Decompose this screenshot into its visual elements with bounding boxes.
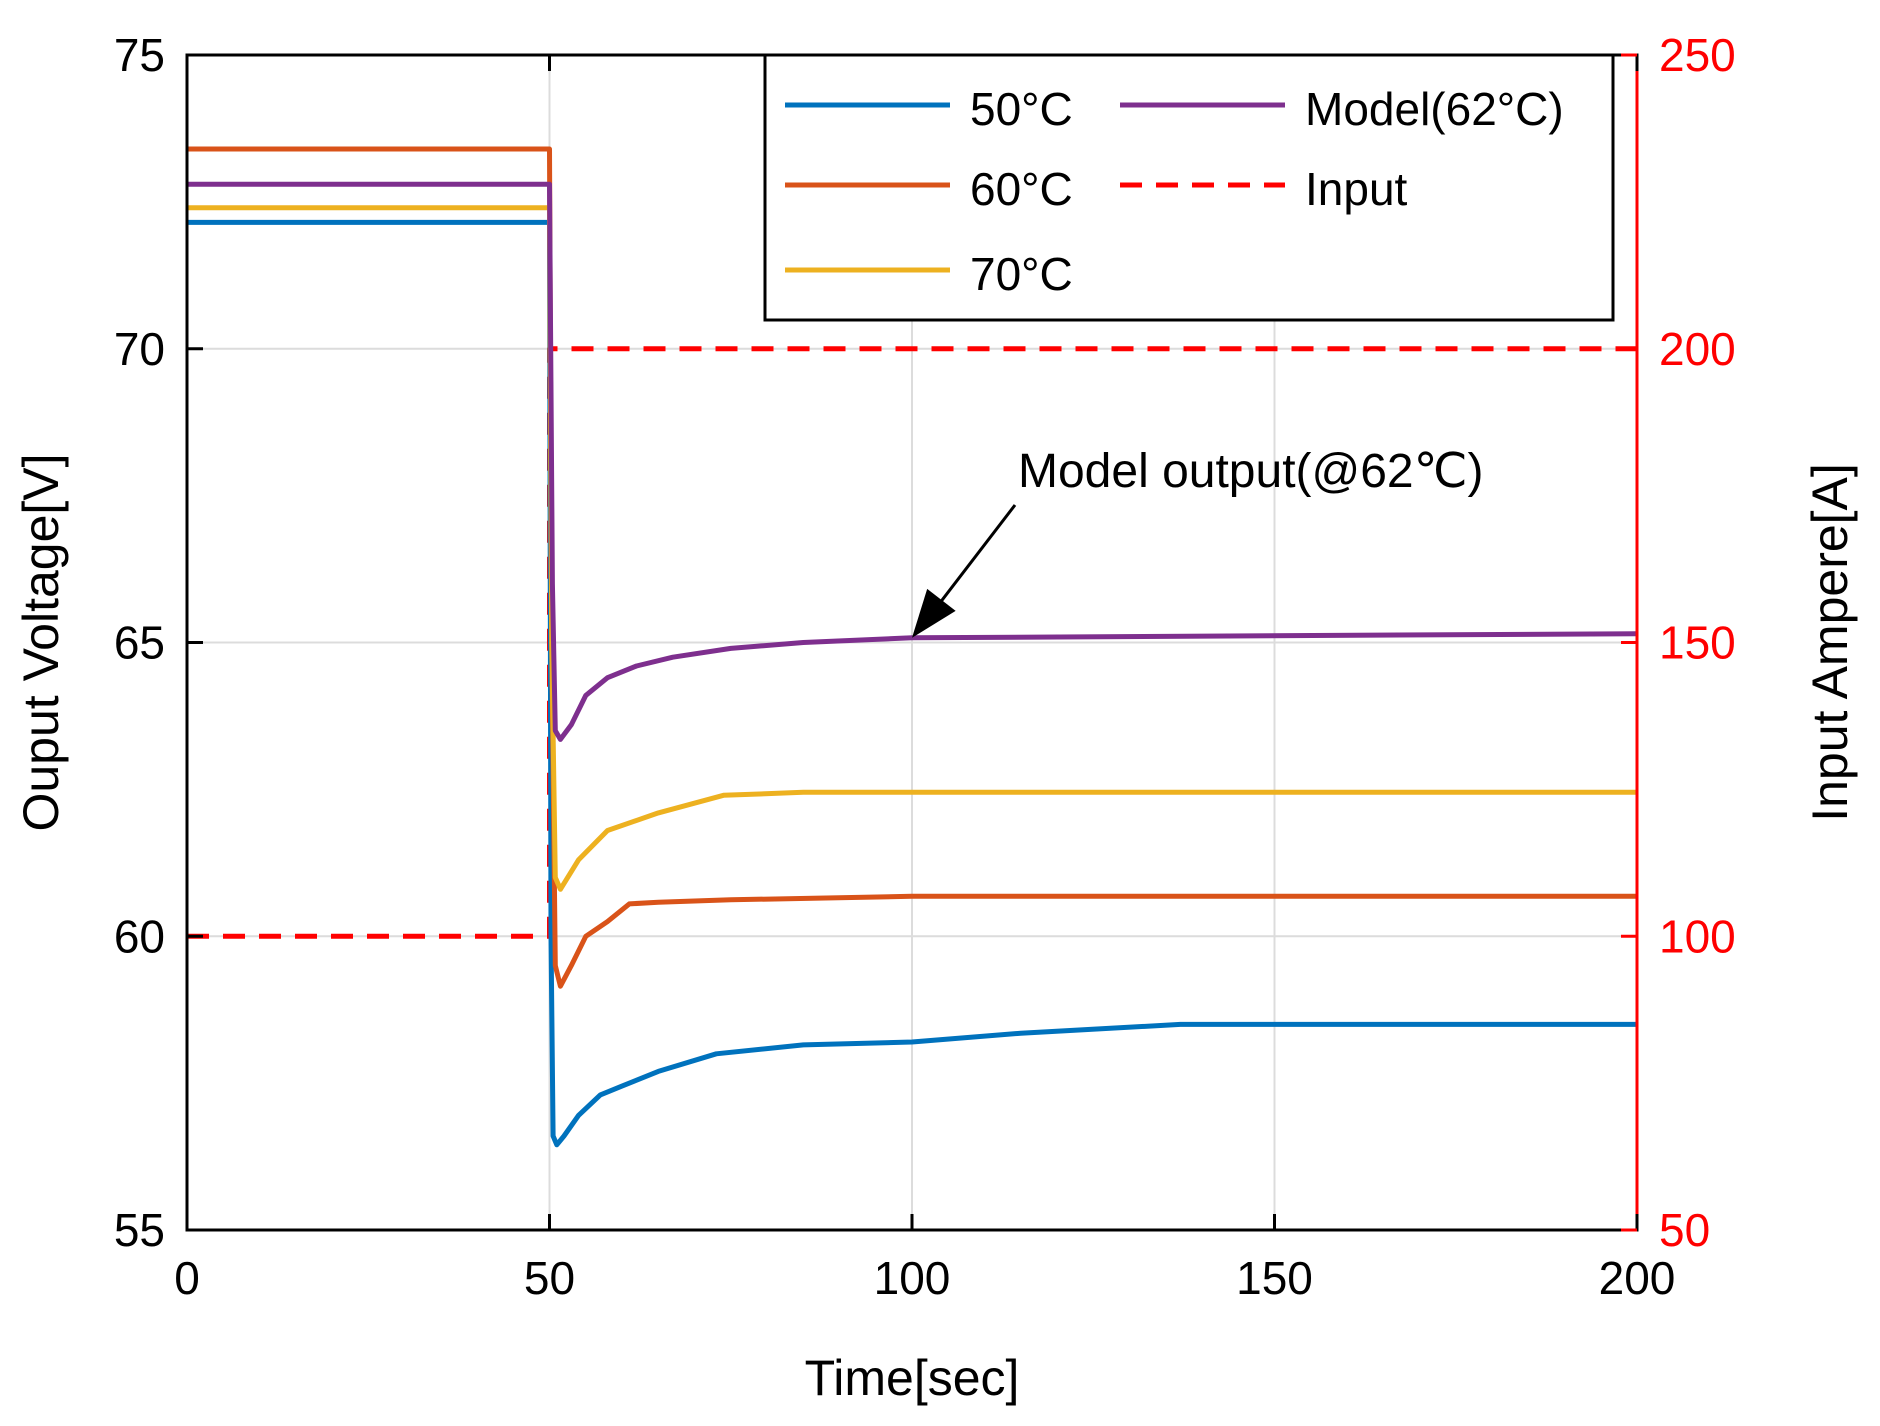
- legend-label-0: 50°C: [970, 83, 1073, 135]
- y-axis-right-label: Input Ampere[A]: [1802, 463, 1858, 822]
- legend: 50°C 60°C 70°C Model(62°C) Input: [763, 53, 1615, 322]
- legend-label-3: Model(62°C): [1305, 83, 1564, 135]
- y-left-tick-label: 55: [114, 1204, 165, 1256]
- annotation-arrow-head: [912, 588, 956, 638]
- y-axis-left-label: Ouput Voltage[V]: [13, 453, 69, 831]
- x-tick-label: 100: [874, 1252, 951, 1304]
- y-right-tick-label: 250: [1659, 29, 1736, 81]
- y-right-tick-label: 200: [1659, 323, 1736, 375]
- y-left-tick-label: 70: [114, 323, 165, 375]
- x-tick-label: 0: [174, 1252, 200, 1304]
- y-right-tick-label: 50: [1659, 1204, 1710, 1256]
- y-left-tick-label: 65: [114, 617, 165, 669]
- y-left-tick-label: 75: [114, 29, 165, 81]
- series-line-3: [187, 181, 1638, 742]
- annotation-arrow-line: [928, 504, 1017, 617]
- legend-label-4: Input: [1305, 163, 1408, 215]
- legend-label-1: 60°C: [970, 163, 1073, 215]
- x-axis-label: Time[sec]: [805, 1350, 1020, 1406]
- x-tick-label: 50: [524, 1252, 575, 1304]
- y-left-tick-label: 60: [114, 910, 165, 962]
- ticks: 0 50 100 150 200 55 60 65 70 75 50 100 150 200 250: [114, 29, 1736, 1304]
- legend-label-2: 70°C: [970, 248, 1073, 300]
- series-layer: [187, 146, 1638, 1148]
- y-right-tick-label: 100: [1659, 910, 1736, 962]
- annotation: Model output(@62℃): [912, 445, 1484, 638]
- x-tick-label: 150: [1236, 1252, 1313, 1304]
- annotation-text: Model output(@62℃): [1018, 445, 1484, 498]
- x-tick-label: 200: [1599, 1252, 1676, 1304]
- y-right-tick-label: 150: [1659, 617, 1736, 669]
- series-line-0: [187, 219, 1637, 1148]
